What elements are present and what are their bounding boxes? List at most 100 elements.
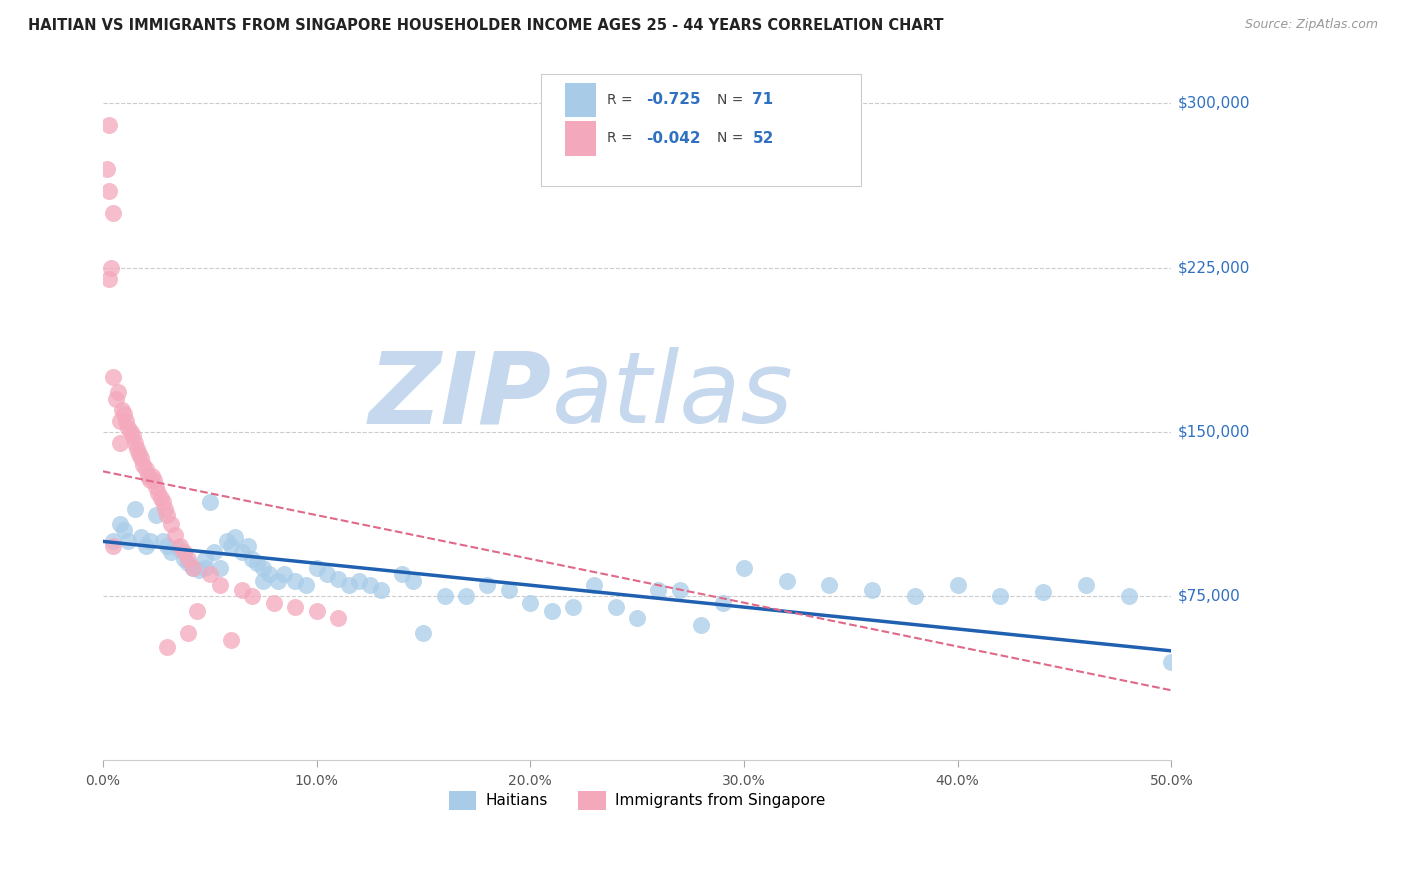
Point — [139, 534, 162, 549]
Point — [284, 600, 307, 615]
Point — [669, 582, 692, 597]
Point — [690, 617, 713, 632]
Text: HAITIAN VS IMMIGRANTS FROM SINGAPORE HOUSEHOLDER INCOME AGES 25 - 44 YEARS CORRE: HAITIAN VS IMMIGRANTS FROM SINGAPORE HOU… — [28, 18, 943, 33]
Point — [143, 473, 166, 487]
Point — [263, 596, 285, 610]
Point — [156, 640, 179, 654]
Point — [209, 578, 232, 592]
Point — [149, 491, 172, 505]
Point — [156, 539, 179, 553]
Point — [305, 605, 328, 619]
Point — [141, 468, 163, 483]
Point — [252, 560, 274, 574]
Point — [733, 560, 755, 574]
Point — [129, 530, 152, 544]
Point — [605, 600, 627, 615]
Text: $225,000: $225,000 — [1178, 260, 1250, 275]
Point — [98, 271, 121, 285]
Point — [117, 420, 139, 434]
Point — [562, 600, 585, 615]
Point — [152, 495, 174, 509]
Point — [112, 408, 135, 422]
Point — [153, 501, 176, 516]
Point — [108, 435, 131, 450]
Point — [98, 118, 121, 132]
Point — [433, 589, 456, 603]
Point — [169, 539, 191, 553]
Point — [135, 539, 157, 553]
Point — [111, 403, 134, 417]
Point — [173, 545, 195, 559]
Point — [103, 370, 125, 384]
Point — [1160, 655, 1182, 669]
Point — [103, 534, 125, 549]
Point — [215, 534, 238, 549]
Point — [194, 552, 217, 566]
Point — [259, 567, 281, 582]
Point — [186, 605, 208, 619]
Text: 52: 52 — [752, 131, 773, 146]
Point — [181, 560, 204, 574]
Point — [477, 578, 499, 592]
Point — [103, 206, 125, 220]
Point — [776, 574, 799, 588]
Point — [236, 539, 259, 553]
Point — [231, 582, 253, 597]
Point — [647, 582, 669, 597]
Point — [626, 611, 648, 625]
Text: -0.725: -0.725 — [645, 93, 700, 107]
Point — [103, 539, 125, 553]
Point — [129, 451, 152, 466]
Point — [818, 578, 841, 592]
FancyBboxPatch shape — [541, 74, 862, 186]
Point — [117, 534, 139, 549]
Point — [519, 596, 541, 610]
Point — [121, 429, 143, 443]
Text: -0.042: -0.042 — [645, 131, 700, 146]
Point — [402, 574, 425, 588]
Point — [1118, 589, 1140, 603]
Point — [128, 447, 150, 461]
FancyBboxPatch shape — [565, 83, 596, 117]
Point — [583, 578, 606, 592]
FancyBboxPatch shape — [565, 121, 596, 155]
Text: Source: ZipAtlas.com: Source: ZipAtlas.com — [1244, 18, 1378, 31]
Point — [456, 589, 478, 603]
Text: $300,000: $300,000 — [1178, 96, 1250, 111]
Point — [1074, 578, 1097, 592]
Point — [305, 560, 328, 574]
Point — [370, 582, 392, 597]
Point — [1032, 584, 1054, 599]
Point — [135, 462, 157, 476]
Point — [100, 260, 122, 275]
Point — [202, 545, 225, 559]
Point — [540, 605, 562, 619]
Point — [412, 626, 434, 640]
Point — [177, 556, 200, 570]
Point — [173, 552, 195, 566]
Point — [108, 414, 131, 428]
Point — [860, 582, 883, 597]
Point — [198, 567, 221, 582]
Point — [349, 574, 371, 588]
Point — [148, 486, 170, 500]
Text: R =: R = — [607, 93, 637, 107]
Point — [316, 567, 339, 582]
Text: N =: N = — [717, 93, 748, 107]
Point — [242, 552, 264, 566]
Point — [326, 572, 349, 586]
Point — [295, 578, 318, 592]
Point — [284, 574, 307, 588]
Point — [107, 385, 129, 400]
Point — [115, 414, 138, 428]
Point — [242, 589, 264, 603]
Point — [125, 442, 148, 457]
Text: $150,000: $150,000 — [1178, 425, 1250, 440]
Point — [904, 589, 927, 603]
Point — [124, 501, 146, 516]
Point — [181, 560, 204, 574]
Point — [711, 596, 734, 610]
Point — [194, 560, 217, 574]
Point — [139, 473, 162, 487]
Point — [96, 162, 118, 177]
